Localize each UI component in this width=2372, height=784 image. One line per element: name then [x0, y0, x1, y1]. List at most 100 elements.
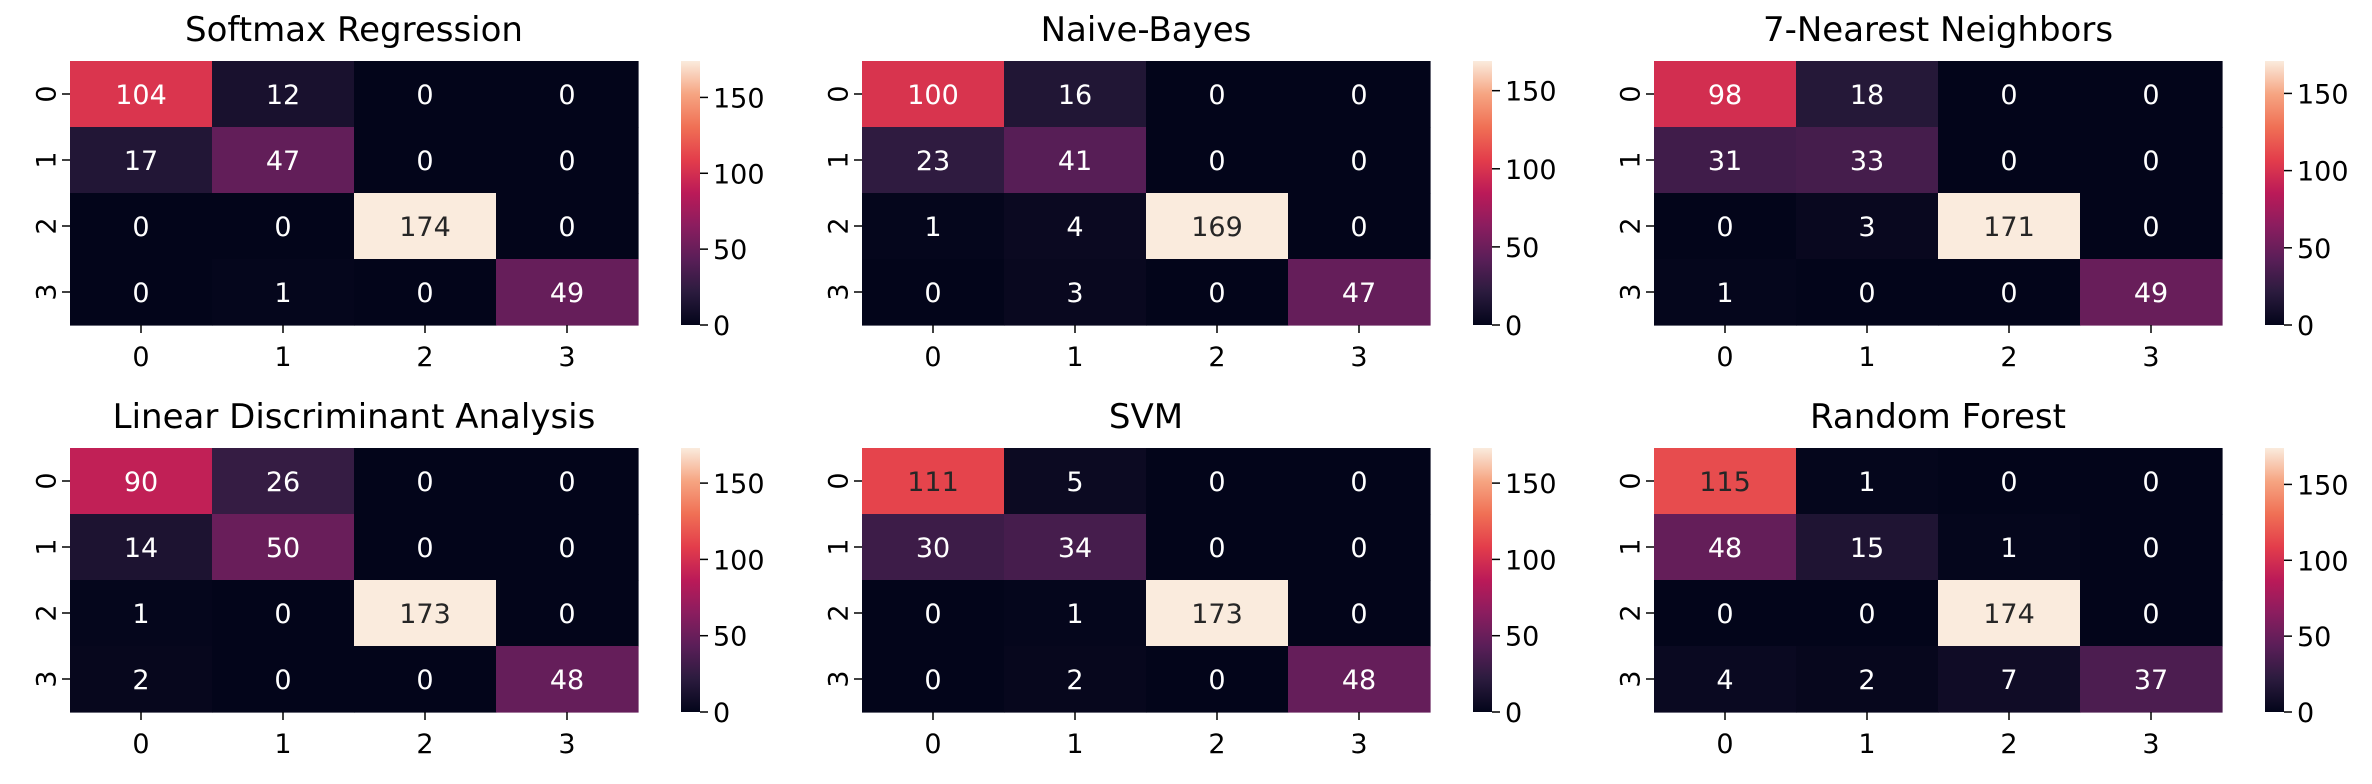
y-tick-label: 2: [824, 217, 855, 234]
cell-value-label: 48: [550, 665, 584, 696]
y-tick-label: 0: [32, 85, 63, 102]
cell-value-label: 31: [1708, 146, 1742, 177]
cell-value-label: 0: [274, 665, 291, 696]
heatmap-cell: [1654, 61, 1797, 128]
colorbar-tick-label: 50: [713, 235, 747, 266]
colorbar: [1473, 448, 1492, 712]
y-tick-label: 2: [1616, 604, 1647, 621]
y-tick-label: 2: [824, 604, 855, 621]
cell-value-label: 111: [907, 467, 959, 498]
heatmap-cell: [496, 514, 639, 581]
cell-value-label: 0: [132, 212, 149, 243]
x-tick-label: 0: [924, 729, 941, 760]
heatmap-title: SVM: [1109, 397, 1183, 437]
cell-value-label: 0: [558, 467, 575, 498]
colorbar-tick-label: 0: [1505, 698, 1522, 729]
x-tick-label: 0: [132, 729, 149, 760]
x-tick-label: 3: [558, 342, 575, 373]
cell-value-label: 7: [2000, 665, 2017, 696]
y-tick-label: 3: [32, 283, 63, 300]
cell-value-label: 0: [1208, 665, 1225, 696]
x-tick-label: 2: [1208, 342, 1225, 373]
heatmap-cell: [212, 448, 355, 515]
x-tick-label: 2: [416, 342, 433, 373]
x-tick-label: 0: [1716, 729, 1733, 760]
heatmap-cell: [212, 193, 355, 260]
cell-value-label: 1: [2000, 533, 2017, 564]
cell-value-label: 0: [1716, 599, 1733, 630]
cell-value-label: 1: [132, 599, 149, 630]
cell-value-label: 173: [399, 599, 451, 630]
heatmap-cell: [2080, 193, 2223, 260]
colorbar-tick-label: 150: [1505, 469, 1557, 500]
cell-value-label: 0: [1858, 599, 1875, 630]
heatmap-cell: [496, 448, 639, 515]
heatmap-cell: [1004, 127, 1147, 194]
colorbar-tick-label: 0: [1505, 311, 1522, 342]
cell-value-label: 33: [1850, 146, 1884, 177]
cell-value-label: 0: [1350, 599, 1367, 630]
cell-value-label: 174: [399, 212, 451, 243]
heatmap-cell: [1796, 646, 1939, 713]
heatmap-cell: [70, 448, 213, 515]
cell-value-label: 34: [1058, 533, 1092, 564]
cell-value-label: 0: [416, 533, 433, 564]
cell-value-label: 0: [2142, 467, 2159, 498]
cell-value-label: 90: [124, 467, 158, 498]
heatmap-cell: [1654, 259, 1797, 326]
heatmap-cell: [862, 193, 1005, 260]
heatmap-cell: [1938, 61, 2081, 128]
cell-value-label: 47: [1342, 278, 1376, 309]
cell-value-label: 0: [924, 278, 941, 309]
cell-value-label: 98: [1708, 80, 1742, 111]
heatmap-cell: [862, 448, 1005, 515]
y-tick-label: 1: [32, 151, 63, 168]
cell-value-label: 1: [924, 212, 941, 243]
cell-value-label: 169: [1191, 212, 1243, 243]
x-tick-label: 1: [1858, 342, 1875, 373]
cell-value-label: 104: [115, 80, 167, 111]
colorbar: [1473, 61, 1492, 325]
heatmap-cell: [2080, 127, 2223, 194]
cell-value-label: 12: [266, 80, 300, 111]
cell-value-label: 4: [1066, 212, 1083, 243]
cell-value-label: 23: [916, 146, 950, 177]
cell-value-label: 48: [1342, 665, 1376, 696]
cell-value-label: 1: [274, 278, 291, 309]
x-tick-label: 0: [132, 342, 149, 373]
heatmap-cell: [862, 646, 1005, 713]
heatmap-cell: [496, 61, 639, 128]
heatmap-cell: [212, 580, 355, 647]
heatmap-cell: [1146, 580, 1289, 647]
x-tick-label: 2: [2000, 729, 2017, 760]
heatmap-cell: [212, 514, 355, 581]
heatmap-cell: [1938, 448, 2081, 515]
heatmap-cell: [1146, 193, 1289, 260]
heatmap-cell: [1938, 514, 2081, 581]
cell-value-label: 0: [416, 80, 433, 111]
heatmap-cell: [1004, 193, 1147, 260]
colorbar-tick-label: 100: [713, 545, 765, 576]
heatmap-cell: [354, 514, 497, 581]
heatmap-cell: [1004, 61, 1147, 128]
cell-value-label: 30: [916, 533, 950, 564]
heatmap-panel-4: Linear Discriminant Analysis 90 26 0 0 14 50 0 0…: [32, 397, 765, 760]
y-tick-label: 3: [32, 670, 63, 687]
heatmap-cell: [1146, 448, 1289, 515]
cell-value-label: 171: [1983, 212, 2035, 243]
y-tick-label: 1: [1616, 538, 1647, 555]
cell-value-label: 0: [274, 599, 291, 630]
cell-value-label: 100: [907, 80, 959, 111]
y-tick-label: 0: [32, 472, 63, 489]
y-tick-label: 0: [1616, 85, 1647, 102]
heatmap-cell: [1654, 514, 1797, 581]
heatmap-cell: [862, 514, 1005, 581]
heatmap-cell: [1146, 259, 1289, 326]
colorbar-tick-label: 50: [2297, 622, 2331, 653]
cell-value-label: 0: [1208, 467, 1225, 498]
heatmap-cell: [1654, 448, 1797, 515]
cell-value-label: 14: [124, 533, 158, 564]
x-tick-label: 0: [1716, 342, 1733, 373]
heatmap-cell: [862, 61, 1005, 128]
